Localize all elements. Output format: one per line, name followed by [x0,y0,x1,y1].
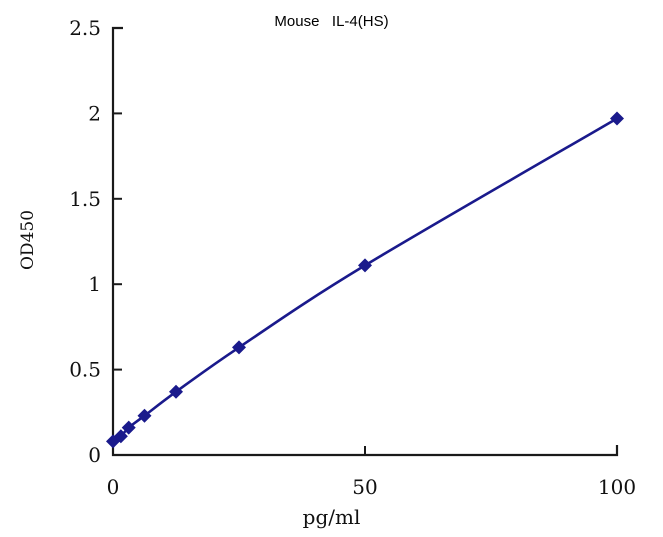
x-axis-title: pg/ml [302,505,361,529]
y-tick-label: 1.5 [69,187,101,211]
axes [111,26,619,457]
y-tick-label: 2 [88,101,101,125]
y-axis-title: OD450 [18,209,38,270]
chart-title: Mouse IL-4(HS) [274,13,389,30]
y-tick-label: 0 [88,443,101,467]
y-tick-label: 0.5 [69,358,101,382]
x-tick-label: 0 [107,475,120,499]
data-point-marker [169,384,183,399]
data-point-marker [358,258,372,273]
data-point-marker [232,340,246,355]
data-point-marker [610,111,624,126]
x-tick-label: 100 [598,475,636,499]
y-tick-label: 2.5 [69,16,101,40]
series-line [112,117,618,443]
y-tick-label: 1 [88,272,101,296]
data-point-marker [121,420,136,435]
x-tick-label: 50 [352,475,377,499]
data-point-marker [113,429,128,444]
data-point-marker [137,408,152,423]
